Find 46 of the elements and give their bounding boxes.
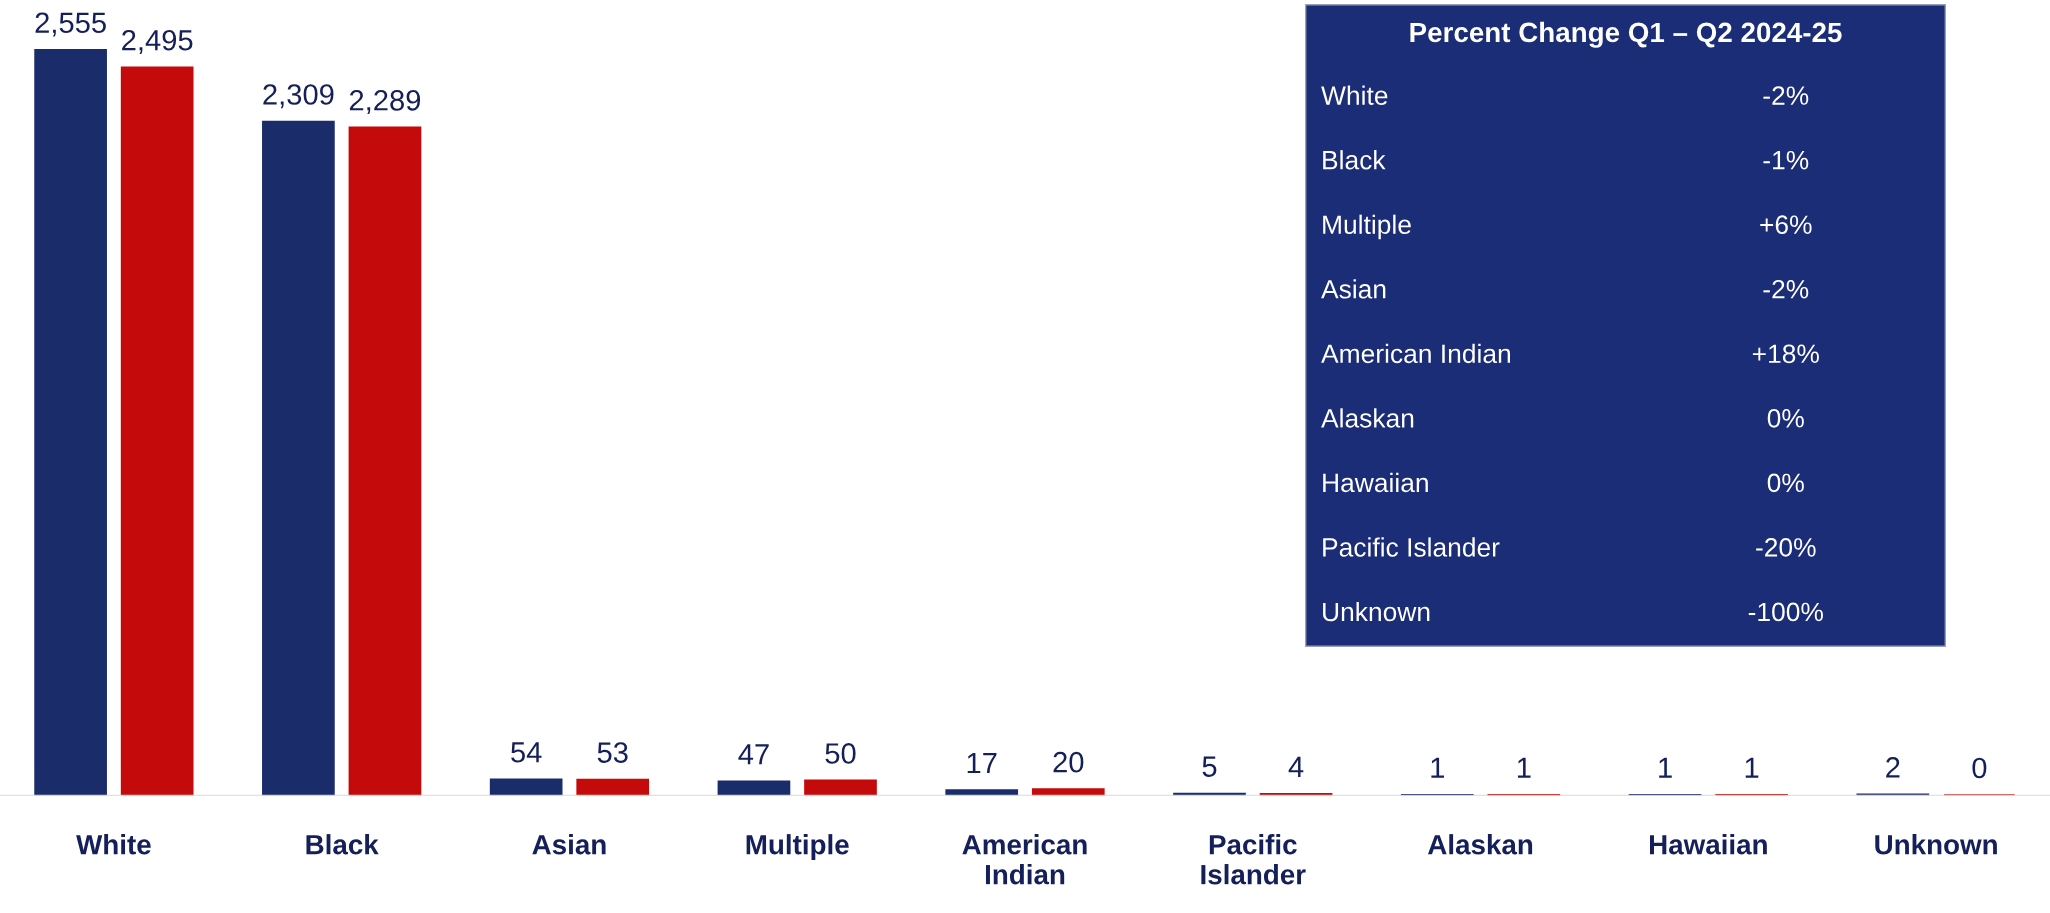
data-label: 2,289 xyxy=(349,90,421,115)
text: Percent Change Q1 – Q2 2024-25 xyxy=(1410,21,1842,48)
data-label: 2,495 xyxy=(122,29,193,55)
category-label: Black xyxy=(1323,150,1386,170)
x-tick-label: Black xyxy=(306,834,379,855)
category-label: Alaskan xyxy=(1321,408,1414,428)
data-label: 5 xyxy=(1202,756,1217,777)
data-label: 1 xyxy=(1431,757,1444,778)
text: -2% xyxy=(1763,279,1809,299)
category-label: Hawaiian xyxy=(1323,472,1428,493)
data-label: 1 xyxy=(1517,757,1531,778)
text: -20% xyxy=(1756,538,1816,557)
category-label: Pacific Islander xyxy=(1323,537,1500,557)
x-tick-label: Hawaiian xyxy=(1649,834,1767,855)
data-label: 2,555 xyxy=(35,12,106,37)
text: +18% xyxy=(1752,344,1819,364)
data-label: 17 xyxy=(967,753,997,774)
category-label: Multiple xyxy=(1323,214,1411,240)
text: -2% xyxy=(1763,86,1809,105)
data-label: 20 xyxy=(1053,751,1084,773)
data-label: 2,309 xyxy=(263,84,334,109)
data-label: 1 xyxy=(1659,757,1672,778)
category-label: American Indian xyxy=(1321,343,1510,364)
text: -100% xyxy=(1748,602,1823,622)
x-tick-label: Alaskan xyxy=(1427,834,1533,855)
data-label: 50 xyxy=(825,743,856,764)
data-label: 1 xyxy=(1745,757,1759,778)
category-label: Asian xyxy=(1321,279,1386,299)
data-label: 2 xyxy=(1886,757,1900,778)
data-label: 47 xyxy=(738,744,769,765)
text: +6% xyxy=(1760,215,1812,235)
data-label: 0 xyxy=(1972,757,1987,779)
data-label: 54 xyxy=(511,742,542,763)
data-label: 53 xyxy=(597,742,628,763)
category-label: White xyxy=(1321,85,1388,105)
x-tick-label: Unknown xyxy=(1875,834,1997,855)
x-tick-label: Multiple xyxy=(746,834,849,861)
text: 0% xyxy=(1767,408,1804,428)
x-tick-label: White xyxy=(76,834,151,855)
x-tick-label: Pacific Islander xyxy=(1201,834,1306,885)
text: 0% xyxy=(1767,473,1804,493)
data-label: 4 xyxy=(1288,756,1304,777)
category-label: Unknown xyxy=(1323,601,1430,622)
text: -1% xyxy=(1763,150,1809,170)
x-tick-label: American Indian xyxy=(962,834,1087,885)
x-tick-label: Asian xyxy=(532,834,606,855)
